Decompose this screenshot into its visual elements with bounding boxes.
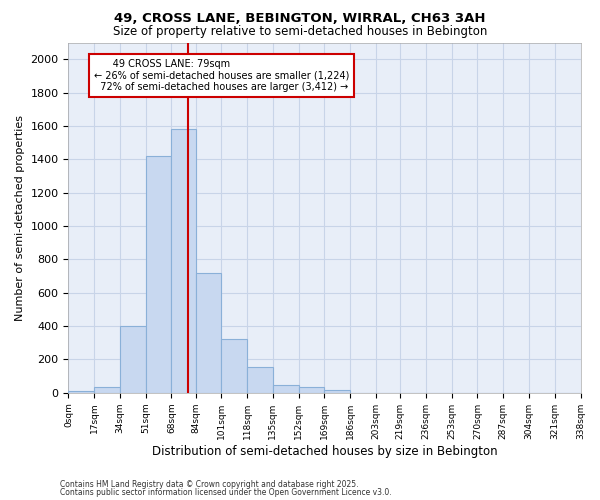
Bar bbox=[172, 130, 196, 393]
Text: Contains HM Land Registry data © Crown copyright and database right 2025.: Contains HM Land Registry data © Crown c… bbox=[60, 480, 359, 489]
Bar bbox=[68, 391, 94, 393]
Text: 49, CROSS LANE, BEBINGTON, WIRRAL, CH63 3AH: 49, CROSS LANE, BEBINGTON, WIRRAL, CH63 … bbox=[114, 12, 486, 26]
Bar bbox=[273, 384, 299, 393]
Bar bbox=[94, 387, 120, 393]
Text: 49 CROSS LANE: 79sqm
← 26% of semi-detached houses are smaller (1,224)
  72% of : 49 CROSS LANE: 79sqm ← 26% of semi-detac… bbox=[94, 59, 350, 92]
Bar bbox=[299, 387, 325, 393]
Y-axis label: Number of semi-detached properties: Number of semi-detached properties bbox=[15, 114, 25, 320]
Bar bbox=[196, 272, 221, 393]
Bar bbox=[221, 338, 247, 393]
Bar bbox=[325, 390, 350, 393]
Bar bbox=[247, 367, 273, 393]
Bar bbox=[146, 156, 172, 393]
X-axis label: Distribution of semi-detached houses by size in Bebington: Distribution of semi-detached houses by … bbox=[152, 444, 497, 458]
Text: Contains public sector information licensed under the Open Government Licence v3: Contains public sector information licen… bbox=[60, 488, 392, 497]
Text: Size of property relative to semi-detached houses in Bebington: Size of property relative to semi-detach… bbox=[113, 25, 487, 38]
Bar bbox=[120, 326, 146, 393]
